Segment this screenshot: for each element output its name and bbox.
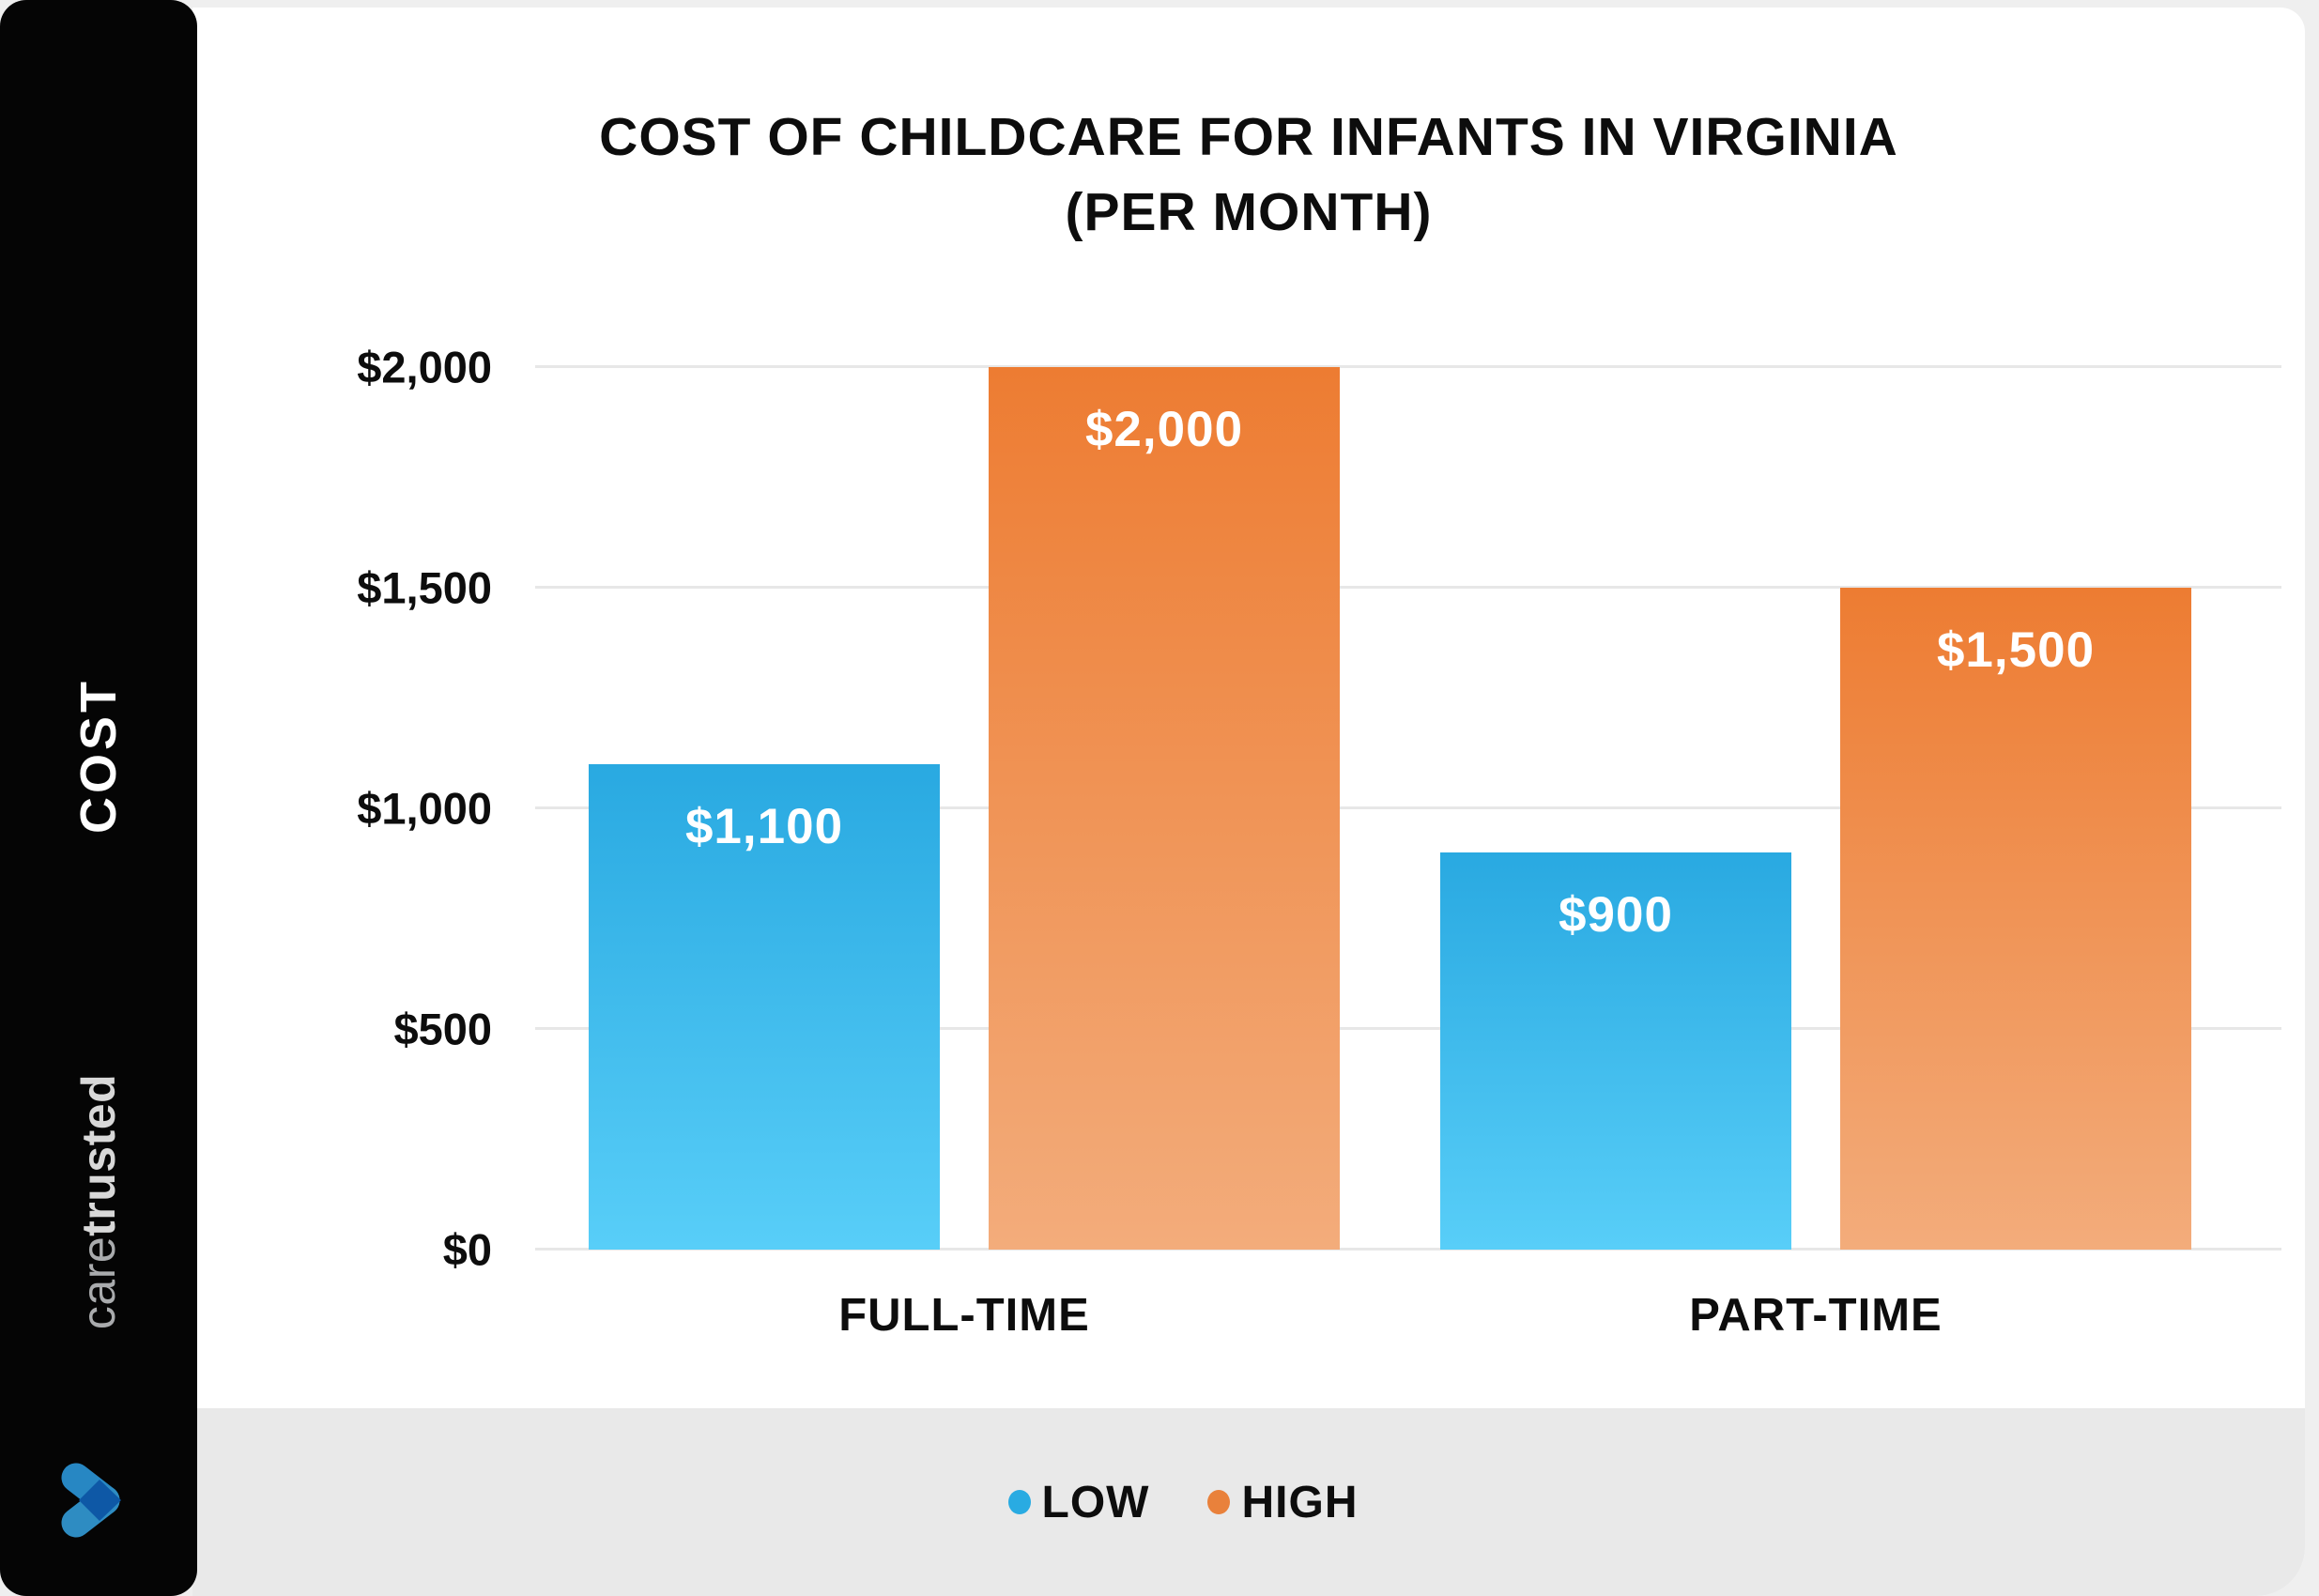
chart-card: COST OF CHILDCARE FOR INFANTS IN VIRGINI… — [192, 8, 2305, 1596]
x-label-fulltime: FULL-TIME — [838, 1290, 1090, 1341]
sidebar-cost-label: COST — [70, 677, 127, 835]
x-label-parttime: PART-TIME — [1689, 1290, 1943, 1341]
brand-care-text: care — [72, 1235, 125, 1330]
y-tick-2000: $2,000 — [357, 342, 492, 392]
y-tick-500: $500 — [393, 1004, 492, 1054]
chart-title-line1: COST OF CHILDCARE FOR INFANTS IN VIRGINI… — [599, 107, 1898, 167]
y-tick-0: $0 — [442, 1224, 492, 1275]
y-tick-1500: $1,500 — [357, 562, 492, 613]
bar-parttime-high: $1,500 — [1840, 588, 2191, 1250]
bar-fulltime-low: $1,100 — [589, 764, 940, 1250]
plot-area: $0 $500 $1,000 $1,500 $2,000 $1,100 $2,0… — [357, 343, 2281, 1341]
legend-item-high: HIGH — [1207, 1477, 1358, 1528]
bar-value-label: $900 — [1559, 887, 1673, 943]
bar-parttime-low: $900 — [1440, 852, 1791, 1250]
trustedcare-heart-logo-icon — [61, 1463, 121, 1538]
brand-trusted-text: trusted — [72, 1073, 125, 1236]
gridline-500 — [535, 1027, 2281, 1030]
legend-high-dot-icon — [1207, 1490, 1231, 1514]
bar-value-label: $1,100 — [684, 799, 844, 854]
bar-fulltime-high: $2,000 — [989, 367, 1340, 1250]
legend: LOW HIGH — [1007, 1477, 1359, 1528]
legend-high-label: HIGH — [1241, 1477, 1359, 1527]
gridline-2000 — [535, 365, 2281, 368]
gridline-1500 — [535, 586, 2281, 589]
y-tick-1000: $1,000 — [357, 783, 492, 834]
bar-value-label: $2,000 — [1084, 402, 1244, 457]
chart-title-line2: (PER MONTH) — [1065, 182, 1433, 242]
legend-item-low: LOW — [1007, 1477, 1150, 1528]
bar-value-label: $1,500 — [1936, 622, 2096, 678]
legend-strip: LOW HIGH — [192, 1408, 2305, 1596]
legend-low-dot-icon — [1007, 1490, 1031, 1514]
gridline-0 — [535, 1248, 2281, 1251]
brand-wordmark: caretrusted — [71, 1074, 126, 1329]
gridline-1000 — [535, 806, 2281, 809]
legend-low-label: LOW — [1041, 1477, 1150, 1527]
sidebar: COST caretrusted — [0, 0, 197, 1596]
chart-title: COST OF CHILDCARE FOR INFANTS IN VIRGINI… — [192, 100, 2305, 250]
